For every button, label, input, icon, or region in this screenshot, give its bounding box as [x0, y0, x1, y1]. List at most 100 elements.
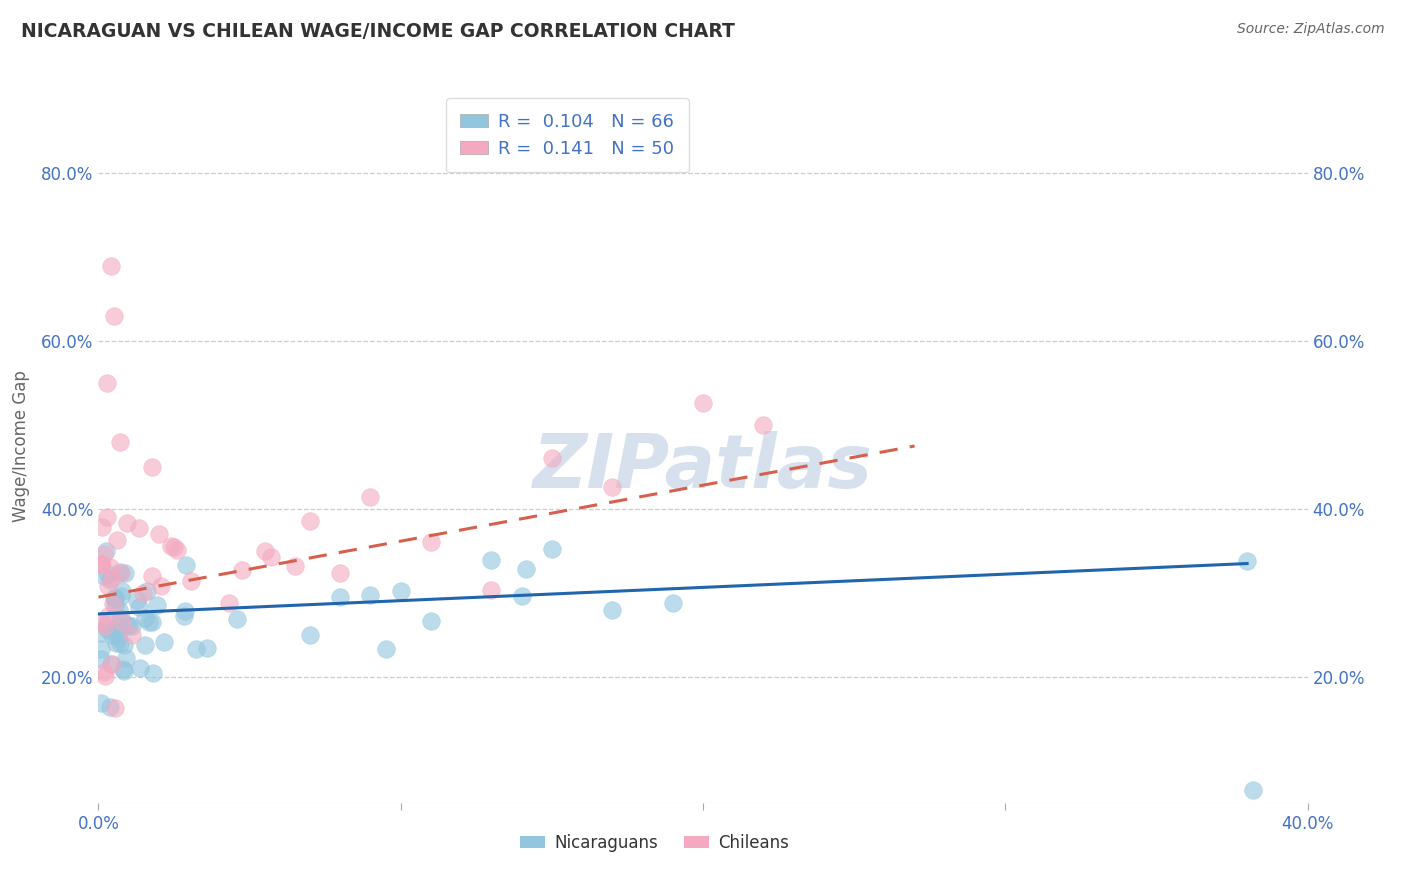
- Point: [515, 562, 537, 576]
- Point: [692, 396, 714, 410]
- Point: [661, 596, 683, 610]
- Point: [110, 589, 132, 603]
- Point: [138, 615, 160, 630]
- Point: [195, 641, 218, 656]
- Point: [93, 547, 115, 561]
- Point: [602, 603, 624, 617]
- Point: [97, 608, 120, 623]
- Point: [115, 650, 138, 665]
- Point: [134, 611, 156, 625]
- Point: [98, 560, 121, 574]
- Point: [146, 598, 169, 612]
- Point: [510, 589, 533, 603]
- Point: [101, 598, 124, 612]
- Point: [481, 553, 503, 567]
- Point: [100, 657, 122, 672]
- Point: [103, 591, 125, 605]
- Point: [104, 591, 127, 606]
- Point: [253, 544, 276, 558]
- Point: [174, 558, 197, 572]
- Point: [98, 573, 121, 587]
- Point: [128, 599, 150, 614]
- Point: [100, 570, 122, 584]
- Point: [90, 615, 112, 629]
- Point: [128, 521, 150, 535]
- Point: [540, 541, 562, 556]
- Point: [90, 558, 112, 572]
- Point: [114, 566, 136, 580]
- Text: Source: ZipAtlas.com: Source: ZipAtlas.com: [1237, 22, 1385, 37]
- Point: [96, 622, 118, 636]
- Point: [225, 612, 247, 626]
- Point: [218, 596, 240, 610]
- Point: [94, 619, 117, 633]
- Point: [90, 696, 112, 710]
- Point: [259, 550, 281, 565]
- Point: [93, 665, 115, 680]
- Point: [132, 586, 155, 600]
- Point: [118, 618, 141, 632]
- Point: [98, 700, 121, 714]
- Point: [160, 539, 183, 553]
- Point: [166, 542, 188, 557]
- Point: [115, 516, 138, 530]
- Point: [96, 616, 118, 631]
- Legend: Nicaraguans, Chileans: Nicaraguans, Chileans: [513, 828, 796, 859]
- Point: [141, 459, 163, 474]
- Point: [90, 625, 112, 640]
- Point: [134, 639, 156, 653]
- Point: [94, 668, 117, 682]
- Point: [110, 615, 132, 630]
- Point: [103, 309, 125, 323]
- Point: [110, 566, 132, 581]
- Point: [173, 609, 195, 624]
- Point: [121, 627, 143, 641]
- Point: [141, 615, 163, 629]
- Point: [108, 434, 131, 449]
- Point: [117, 618, 139, 632]
- Point: [374, 641, 396, 656]
- Point: [111, 583, 134, 598]
- Point: [420, 535, 443, 549]
- Point: [360, 588, 382, 602]
- Point: [101, 628, 124, 642]
- Point: [110, 636, 132, 650]
- Point: [96, 376, 118, 390]
- Point: [184, 642, 207, 657]
- Y-axis label: Wage/Income Gap: Wage/Income Gap: [11, 370, 30, 522]
- Point: [420, 614, 443, 628]
- Point: [540, 451, 562, 466]
- Point: [136, 583, 159, 598]
- Point: [97, 579, 120, 593]
- Point: [752, 417, 775, 432]
- Point: [163, 540, 186, 554]
- Point: [128, 661, 150, 675]
- Point: [121, 618, 143, 632]
- Point: [91, 520, 114, 534]
- Point: [104, 598, 127, 612]
- Point: [389, 584, 412, 599]
- Point: [1241, 783, 1264, 797]
- Point: [602, 479, 624, 493]
- Point: [329, 590, 352, 604]
- Point: [104, 701, 127, 715]
- Point: [107, 620, 129, 634]
- Text: NICARAGUAN VS CHILEAN WAGE/INCOME GAP CORRELATION CHART: NICARAGUAN VS CHILEAN WAGE/INCOME GAP CO…: [21, 22, 735, 41]
- Point: [153, 635, 176, 649]
- Point: [101, 657, 124, 672]
- Point: [97, 566, 120, 581]
- Point: [90, 558, 112, 572]
- Point: [174, 604, 197, 618]
- Point: [142, 666, 165, 681]
- Point: [104, 591, 127, 605]
- Point: [104, 636, 127, 650]
- Point: [148, 527, 170, 541]
- Point: [110, 610, 132, 624]
- Point: [360, 490, 382, 504]
- Point: [141, 569, 163, 583]
- Point: [90, 641, 112, 656]
- Point: [108, 602, 131, 616]
- Point: [481, 583, 503, 598]
- Point: [107, 624, 129, 639]
- Point: [111, 662, 134, 676]
